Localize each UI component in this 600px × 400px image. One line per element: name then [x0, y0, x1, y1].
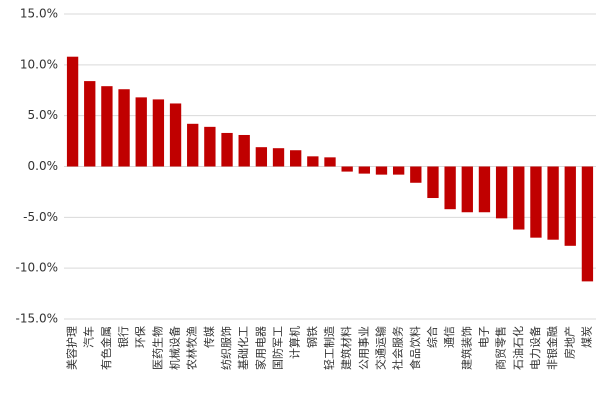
- bar: [478, 166, 491, 213]
- bar: [444, 166, 456, 210]
- bar: [238, 134, 250, 167]
- y-tick-label: 5.0%: [28, 108, 59, 122]
- x-tick-label: 家用电器: [253, 326, 267, 370]
- bar: [392, 166, 405, 175]
- x-tick-label: 农林牧渔: [185, 326, 199, 370]
- bar: [495, 166, 508, 219]
- bar: [152, 99, 165, 167]
- bar: [341, 166, 353, 172]
- x-tick-label: 交通运输: [373, 326, 387, 370]
- bar: [290, 150, 302, 167]
- x-tick-label: 社会服务: [391, 326, 405, 370]
- x-tick-label: 纺织服饰: [219, 326, 233, 370]
- bar: [307, 156, 319, 167]
- bar: [135, 97, 147, 167]
- x-tick-label: 公用事业: [357, 326, 370, 370]
- bar: [530, 166, 542, 238]
- x-tick-label: 美容护理: [65, 326, 79, 370]
- x-tick-label: 有色金属: [99, 326, 113, 370]
- x-tick-label: 基础化工: [236, 326, 250, 370]
- y-tick-label: 15.0%: [20, 7, 58, 21]
- x-tick-label: 机械设备: [168, 326, 182, 370]
- y-tick-label: 10.0%: [20, 57, 58, 71]
- x-tick-label: 计算机: [288, 326, 302, 359]
- bar: [513, 166, 525, 230]
- x-tick-label: 建筑装饰: [459, 326, 473, 370]
- bar: [461, 166, 473, 213]
- x-tick-label: 综合: [425, 326, 439, 348]
- bar: [221, 132, 233, 167]
- bar: [204, 126, 216, 167]
- bar: [187, 123, 199, 167]
- x-tick-label: 非银金融: [545, 326, 559, 370]
- bar: [169, 103, 182, 167]
- y-tick-label: 0.0%: [28, 159, 59, 173]
- bar: [84, 81, 96, 167]
- x-tick-label: 医药生物: [150, 326, 164, 370]
- x-tick-label: 食品饮料: [408, 326, 422, 370]
- x-tick-label: 汽车: [82, 326, 96, 348]
- x-tick-label: 轻工制造: [322, 326, 336, 370]
- x-tick-label: 通信: [443, 326, 456, 348]
- x-tick-label: 环保: [133, 326, 147, 348]
- x-tick-label: 钢铁: [306, 326, 319, 348]
- x-tick-label: 银行: [116, 326, 130, 348]
- bar: [358, 166, 370, 174]
- bar: [581, 166, 594, 282]
- x-tick-label: 建筑材料: [339, 326, 353, 370]
- y-tick-label: -10.0%: [16, 261, 58, 275]
- x-tick-label: 商贸零售: [494, 326, 508, 370]
- bar: [547, 166, 559, 240]
- bar: [375, 166, 388, 175]
- x-tick-label: 煤炭: [580, 326, 593, 348]
- x-tick-label: 房地产: [562, 326, 576, 359]
- bar: [101, 86, 113, 167]
- bar: [410, 166, 422, 183]
- x-tick-label: 国防军工: [271, 326, 285, 370]
- y-tick-label: -5.0%: [23, 210, 58, 224]
- x-tick-label: 电子: [477, 326, 490, 348]
- bar: [66, 56, 79, 167]
- bar: [272, 148, 285, 167]
- bar: [324, 157, 336, 167]
- bar: [118, 89, 130, 167]
- x-tick-label: 传媒: [203, 326, 216, 348]
- x-tick-label: 电力设备: [528, 326, 542, 370]
- bar: [427, 166, 439, 199]
- bar: [255, 147, 268, 167]
- bar: [564, 166, 576, 246]
- y-tick-label: -15.0%: [16, 312, 58, 326]
- x-tick-label: 石油石化: [511, 326, 525, 370]
